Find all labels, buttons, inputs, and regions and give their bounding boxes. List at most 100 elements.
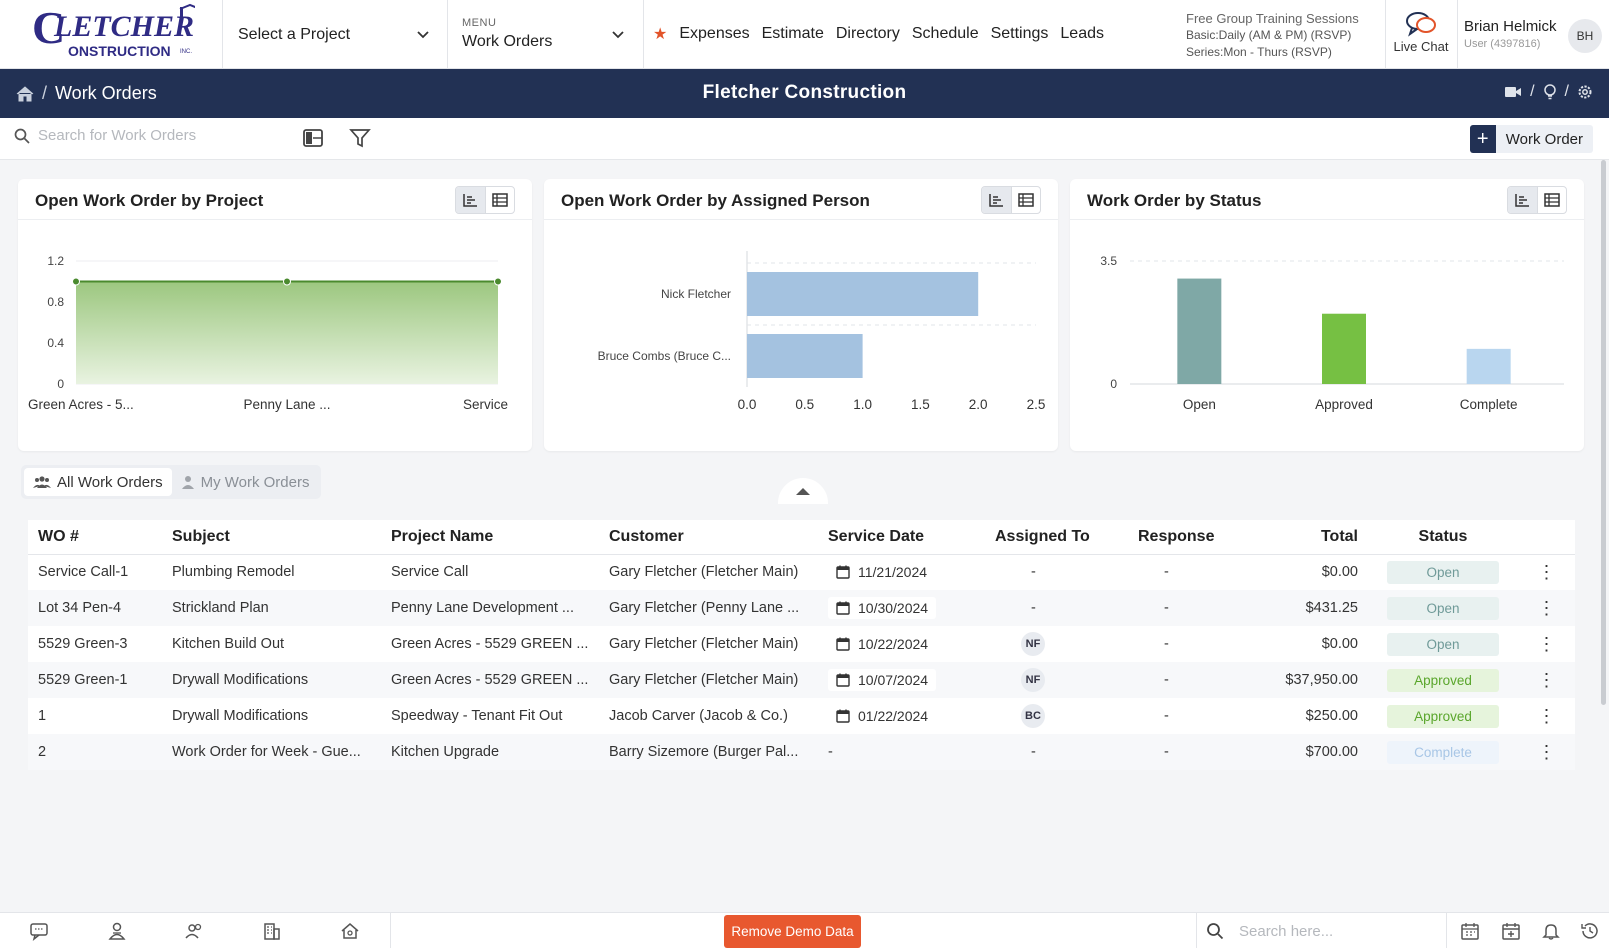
user-info[interactable]: Brian Helmick User (4397816) [1464, 18, 1557, 50]
x-tick-label: 2.5 [1027, 397, 1046, 412]
tab-all-work-orders[interactable]: All Work Orders [24, 468, 172, 496]
date-field[interactable]: 10/22/2024 [828, 633, 937, 655]
menu-select[interactable]: MENU Work Orders [448, 0, 643, 69]
assignee-initials[interactable]: NF [1021, 632, 1045, 656]
add-work-order-label: Work Order [1505, 130, 1583, 148]
cell-total: $37,950.00 [1285, 672, 1358, 688]
nav-leads[interactable]: Leads [1060, 25, 1104, 42]
company-logo[interactable]: C LETCHER ONSTRUCTION INC. [30, 3, 195, 65]
col-total[interactable]: Total [1258, 520, 1368, 555]
date-field[interactable]: 10/30/2024 [828, 597, 937, 619]
live-chat-button[interactable]: Live Chat [1386, 0, 1456, 69]
calendar-grid-icon[interactable] [1460, 921, 1480, 941]
col-response[interactable]: Response [1128, 520, 1258, 555]
status-badge[interactable]: Open [1387, 596, 1499, 620]
nav-directory[interactable]: Directory [835, 25, 900, 42]
cell-total: $0.00 [1321, 636, 1358, 652]
date-field[interactable]: 10/07/2024 [828, 669, 937, 691]
history-icon[interactable] [1580, 921, 1600, 941]
status-badge[interactable]: Open [1387, 560, 1499, 584]
chart-view-icon[interactable] [982, 187, 1012, 213]
avatar[interactable]: BH [1568, 19, 1602, 53]
nav-schedule[interactable]: Schedule [911, 25, 979, 42]
company-icon[interactable] [262, 921, 282, 941]
cell-subject: Drywall Modifications [172, 672, 309, 688]
row-menu-icon[interactable]: ⋮ [1537, 633, 1556, 654]
search-input[interactable] [38, 127, 288, 144]
star-icon[interactable]: ★ [653, 26, 668, 43]
chart-view-icon[interactable] [456, 187, 486, 213]
col-assigned-to[interactable]: Assigned To [985, 520, 1128, 555]
date-value: 10/07/2024 [858, 672, 929, 688]
calendar-add-icon[interactable] [1501, 921, 1521, 941]
date-field[interactable]: 11/21/2024 [828, 561, 936, 584]
global-search-input[interactable] [1239, 922, 1439, 940]
filter-icon[interactable] [349, 127, 371, 149]
status-badge[interactable]: Approved [1387, 668, 1499, 692]
col-service-date[interactable]: Service Date [818, 520, 985, 555]
nav-expenses[interactable]: Expenses [679, 25, 750, 42]
home-icon[interactable] [340, 921, 360, 941]
training-info[interactable]: Free Group Training Sessions Basic:Daily… [1186, 10, 1359, 61]
col-subject[interactable]: Subject [162, 520, 381, 555]
project-select[interactable]: Select a Project [224, 0, 448, 69]
cell-project: Kitchen Upgrade [391, 744, 500, 760]
col-wo[interactable]: WO # [28, 520, 162, 555]
table-view-icon[interactable] [486, 187, 515, 213]
bottom-bar: Remove Demo Data [0, 912, 1609, 948]
cell-wo[interactable]: 5529 Green-1 [38, 672, 128, 688]
table-row[interactable]: Lot 34 Pen-4 Strickland Plan Penny Lane De… [28, 590, 1575, 626]
contacts-icon[interactable] [184, 921, 204, 941]
lightbulb-icon[interactable] [1543, 84, 1557, 100]
col-project[interactable]: Project Name [381, 520, 599, 555]
row-menu-icon[interactable]: ⋮ [1537, 597, 1556, 618]
bell-icon[interactable] [1541, 921, 1561, 941]
cell-wo[interactable]: Lot 34 Pen-4 [38, 600, 122, 616]
breadcrumb: / Work Orders [16, 83, 157, 104]
cell-wo[interactable]: 2 [38, 744, 47, 760]
cell-wo[interactable]: 1 [38, 708, 47, 724]
search-box [14, 127, 288, 144]
training-basic[interactable]: Basic:Daily (AM & PM) (RSVP) [1186, 28, 1352, 42]
scrollbar[interactable] [1601, 160, 1606, 705]
table-row[interactable]: 2 Work Order for Week - Gue... Kitchen Upg… [28, 734, 1575, 770]
add-work-order-button[interactable]: + Work Order [1469, 125, 1593, 153]
title-bar-icons: / / [1504, 83, 1593, 101]
nav-estimate[interactable]: Estimate [761, 25, 824, 42]
status-badge[interactable]: Open [1387, 632, 1499, 656]
training-series[interactable]: Series:Mon - Thurs (RSVP) [1186, 45, 1332, 59]
nav-settings[interactable]: Settings [990, 25, 1049, 42]
employee-icon[interactable] [107, 921, 127, 941]
chat-icon[interactable] [29, 921, 49, 941]
date-field[interactable]: 01/22/2024 [828, 705, 937, 727]
status-badge[interactable]: Approved [1387, 704, 1499, 728]
row-menu-icon[interactable]: ⋮ [1537, 561, 1556, 582]
row-menu-icon[interactable]: ⋮ [1537, 669, 1556, 690]
cell-wo[interactable]: Service Call-1 [38, 564, 129, 581]
tab-my-work-orders[interactable]: My Work Orders [172, 468, 319, 496]
remove-demo-data-button[interactable]: Remove Demo Data [724, 915, 861, 948]
company-title: Fletcher Construction [702, 82, 907, 103]
video-icon[interactable] [1504, 85, 1522, 99]
home-icon[interactable] [16, 85, 34, 102]
table-row[interactable]: 1 Drywall Modifications Speedway - Tenant … [28, 698, 1575, 734]
status-badge[interactable]: Complete [1387, 740, 1499, 764]
layout-toggle-icon[interactable] [302, 127, 324, 149]
table-view-icon[interactable] [1012, 187, 1041, 213]
table-row[interactable]: 5529 Green-1 Drywall Modifications Green A… [28, 662, 1575, 698]
col-status[interactable]: Status [1368, 520, 1518, 555]
assignee-initials[interactable]: NF [1021, 668, 1045, 692]
table-view-icon[interactable] [1538, 187, 1567, 213]
toolbar: + Work Order [0, 118, 1609, 160]
gear-icon[interactable] [1577, 84, 1593, 100]
chart-view-icon[interactable] [1508, 187, 1538, 213]
col-customer[interactable]: Customer [599, 520, 818, 555]
training-title[interactable]: Free Group Training Sessions [1186, 11, 1359, 26]
row-menu-icon[interactable]: ⋮ [1537, 741, 1556, 762]
row-menu-icon[interactable]: ⋮ [1537, 705, 1556, 726]
table-row[interactable]: Service Call-1 Plumbing Remodel Service Ca… [28, 554, 1575, 590]
table-row[interactable]: 5529 Green-3 Kitchen Build Out Green Acres… [28, 626, 1575, 662]
assignee-initials[interactable]: BC [1021, 704, 1045, 728]
cell-wo[interactable]: 5529 Green-3 [38, 636, 128, 652]
collapse-charts-button[interactable] [778, 478, 828, 504]
